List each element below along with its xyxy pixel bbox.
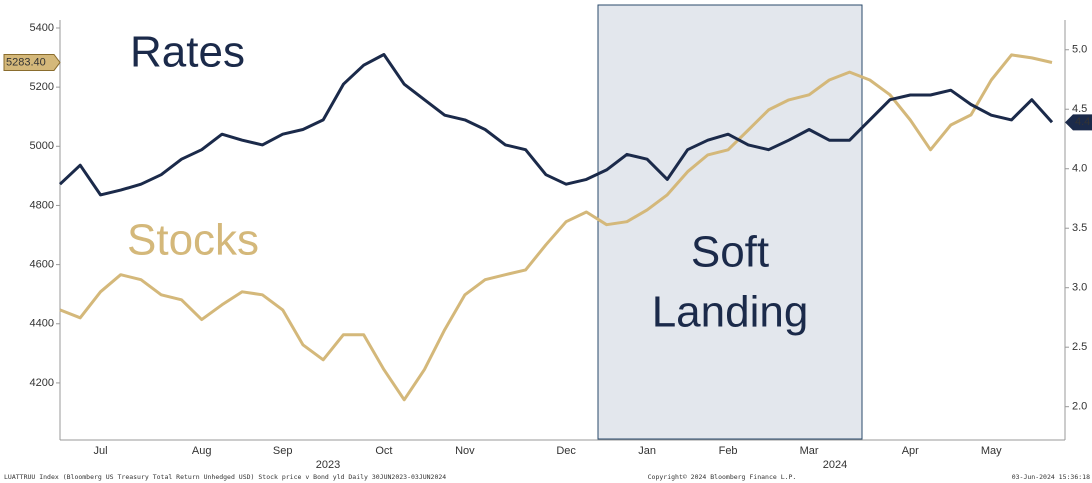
y2-tick-label: 4.5 xyxy=(1072,103,1087,115)
footer-text: LUATTRUU Index (Bloomberg US Treasury To… xyxy=(4,473,446,481)
y2-tick-label: 3.0 xyxy=(1072,282,1087,294)
annotation: Stocks xyxy=(127,216,259,265)
x-tick-label: Dec xyxy=(556,445,576,457)
x-tick-label: Sep xyxy=(273,445,293,457)
x-tick-label: Oct xyxy=(375,445,392,457)
footer-text: 03-Jun-2024 15:36:18 xyxy=(1012,473,1090,481)
x-tick-label: Apr xyxy=(902,445,919,457)
y2-tick-label: 4.0 xyxy=(1072,163,1087,175)
y2-tick-label: 2.5 xyxy=(1072,341,1087,353)
annotation: Landing xyxy=(652,288,809,337)
soft-landing-shade xyxy=(597,4,863,440)
line xyxy=(58,53,1054,197)
y2-tick-label: 3.5 xyxy=(1072,222,1087,234)
y-tick-label: 4200 xyxy=(30,377,54,389)
y-tick-label: 5400 xyxy=(30,22,54,34)
footer-text: Copyright© 2024 Bloomberg Finance L.P. xyxy=(648,473,797,481)
x-tick-label: Feb xyxy=(719,445,738,457)
y-tick-label: 5200 xyxy=(30,81,54,93)
y-tick-label: 4800 xyxy=(30,199,54,211)
x-tick-label: Aug xyxy=(192,445,212,457)
y-tick-label: 5000 xyxy=(30,140,54,152)
year-label: 2023 xyxy=(316,459,340,471)
y2-tick-label: 2.0 xyxy=(1072,401,1087,413)
last-value-label: 5283.40 xyxy=(6,56,46,68)
y-tick-label: 4600 xyxy=(30,259,54,271)
year-label: 2024 xyxy=(823,459,847,471)
last-value-label: 4.4 xyxy=(1075,116,1090,128)
x-tick-label: Nov xyxy=(455,445,475,457)
line xyxy=(59,53,1053,402)
y2-tick-label: 5.0 xyxy=(1072,44,1087,56)
y-tick-label: 4400 xyxy=(30,318,54,330)
annotation: Soft xyxy=(691,228,769,277)
x-tick-label: May xyxy=(981,445,1002,457)
last-value-tag xyxy=(1065,114,1092,131)
x-tick-label: Jan xyxy=(638,445,656,457)
x-tick-label: Jul xyxy=(93,445,107,457)
x-tick-label: Mar xyxy=(800,445,819,457)
annotation: Rates xyxy=(130,28,245,77)
last-value-tag xyxy=(3,53,61,71)
